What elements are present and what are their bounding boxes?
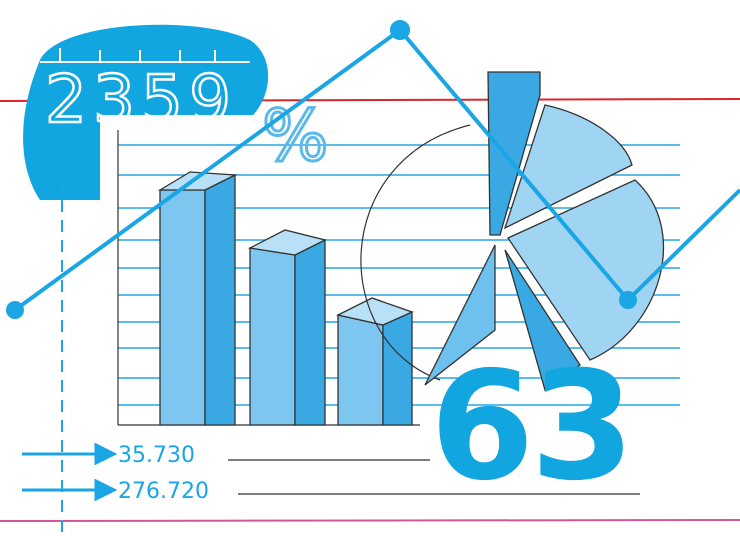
annotation: 35.730 <box>118 443 195 468</box>
pie <box>424 71 665 392</box>
pink-rule <box>0 519 740 522</box>
number-blob <box>23 24 269 200</box>
trend-line <box>6 20 740 319</box>
annotation: 276.720 <box>118 479 209 504</box>
arrows <box>22 442 118 502</box>
pie-outline <box>360 124 471 381</box>
ruler-ticks <box>40 48 250 63</box>
big-number: 63 <box>430 340 631 514</box>
bars <box>157 171 414 426</box>
